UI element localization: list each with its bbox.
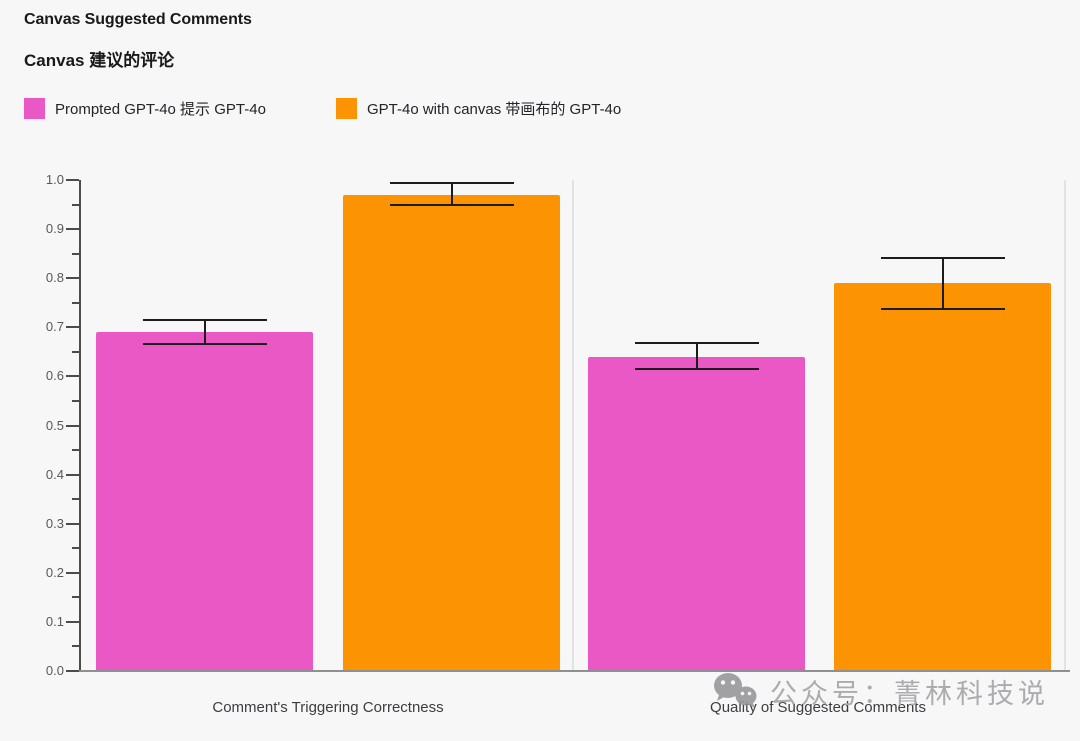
y-major-tick [66, 620, 79, 623]
legend-label-prompted-gpt4o: Prompted GPT-4o 提示 GPT-4o [55, 100, 266, 118]
bar-pink-group1 [96, 332, 313, 671]
chart-title-zh: Canvas 建议的评论 [24, 51, 175, 70]
y-minor-tick [72, 596, 79, 599]
y-major-tick [66, 277, 79, 280]
error-bar-cap-bottom [389, 204, 514, 207]
x-axis-baseline [79, 670, 1070, 672]
error-bar-cap-bottom [142, 343, 267, 346]
error-bar-cap-bottom [634, 368, 759, 371]
y-minor-tick [72, 449, 79, 452]
y-tick-label: 0.4 [45, 466, 64, 482]
y-tick-label: 0.9 [45, 221, 64, 237]
y-major-tick [66, 375, 79, 378]
y-major-tick [66, 670, 79, 672]
bar-orange-group2 [834, 283, 1051, 671]
legend-item-prompted-gpt4o: Prompted GPT-4o 提示 GPT-4o [24, 97, 266, 119]
error-bar-line [941, 257, 944, 310]
category-label: Comment's Triggering Correctness [212, 699, 444, 716]
y-major-tick [66, 571, 79, 574]
y-tick-label: 0.2 [45, 564, 64, 580]
y-tick-label: 1.0 [45, 172, 64, 187]
y-major-tick [66, 424, 79, 427]
watermark: 公众号：菁林科技说 [712, 671, 1049, 711]
legend-item-gpt4o-with-canvas: GPT-4o with canvas 带画布的 GPT-4o [336, 97, 621, 119]
y-minor-tick [72, 399, 79, 402]
watermark-text: 公众号：菁林科技说 [770, 678, 1049, 709]
y-tick-label: 0.0 [45, 663, 64, 678]
y-tick-label: 0.8 [45, 270, 64, 286]
legend-swatch-orange [336, 97, 357, 119]
y-major-tick [66, 473, 79, 476]
y-minor-tick [72, 645, 79, 648]
y-major-tick [66, 179, 79, 181]
plot-right-line [1064, 180, 1066, 671]
error-bar-line [695, 342, 698, 370]
error-bar-line [203, 319, 206, 345]
y-minor-tick [72, 301, 79, 304]
error-bar-line [450, 183, 453, 206]
y-minor-tick [72, 203, 79, 206]
y-tick-label: 0.7 [45, 319, 64, 335]
error-bar-cap-bottom [880, 308, 1005, 311]
legend-swatch-pink [24, 97, 45, 119]
y-tick-label: 0.6 [45, 368, 64, 384]
group-separator-line [572, 180, 574, 671]
y-major-tick [66, 522, 79, 525]
y-major-tick [66, 228, 79, 231]
category-label: Quality of Suggested Comments [710, 699, 926, 716]
y-tick-label: 0.3 [45, 515, 64, 531]
y-minor-tick [72, 252, 79, 255]
y-tick-label: 0.5 [45, 417, 64, 433]
bar-orange-group1 [343, 194, 560, 671]
chart-title-en: Canvas Suggested Comments [24, 11, 252, 28]
y-minor-tick [72, 547, 79, 550]
y-tick-label: 0.1 [45, 613, 64, 629]
y-minor-tick [72, 350, 79, 353]
wechat-icon [714, 673, 757, 708]
y-major-tick [66, 326, 79, 329]
legend-label-gpt4o-with-canvas: GPT-4o with canvas 带画布的 GPT-4o [367, 100, 622, 118]
bar-pink-group2 [588, 356, 805, 671]
y-axis-line [79, 180, 81, 671]
y-minor-tick [72, 498, 79, 501]
